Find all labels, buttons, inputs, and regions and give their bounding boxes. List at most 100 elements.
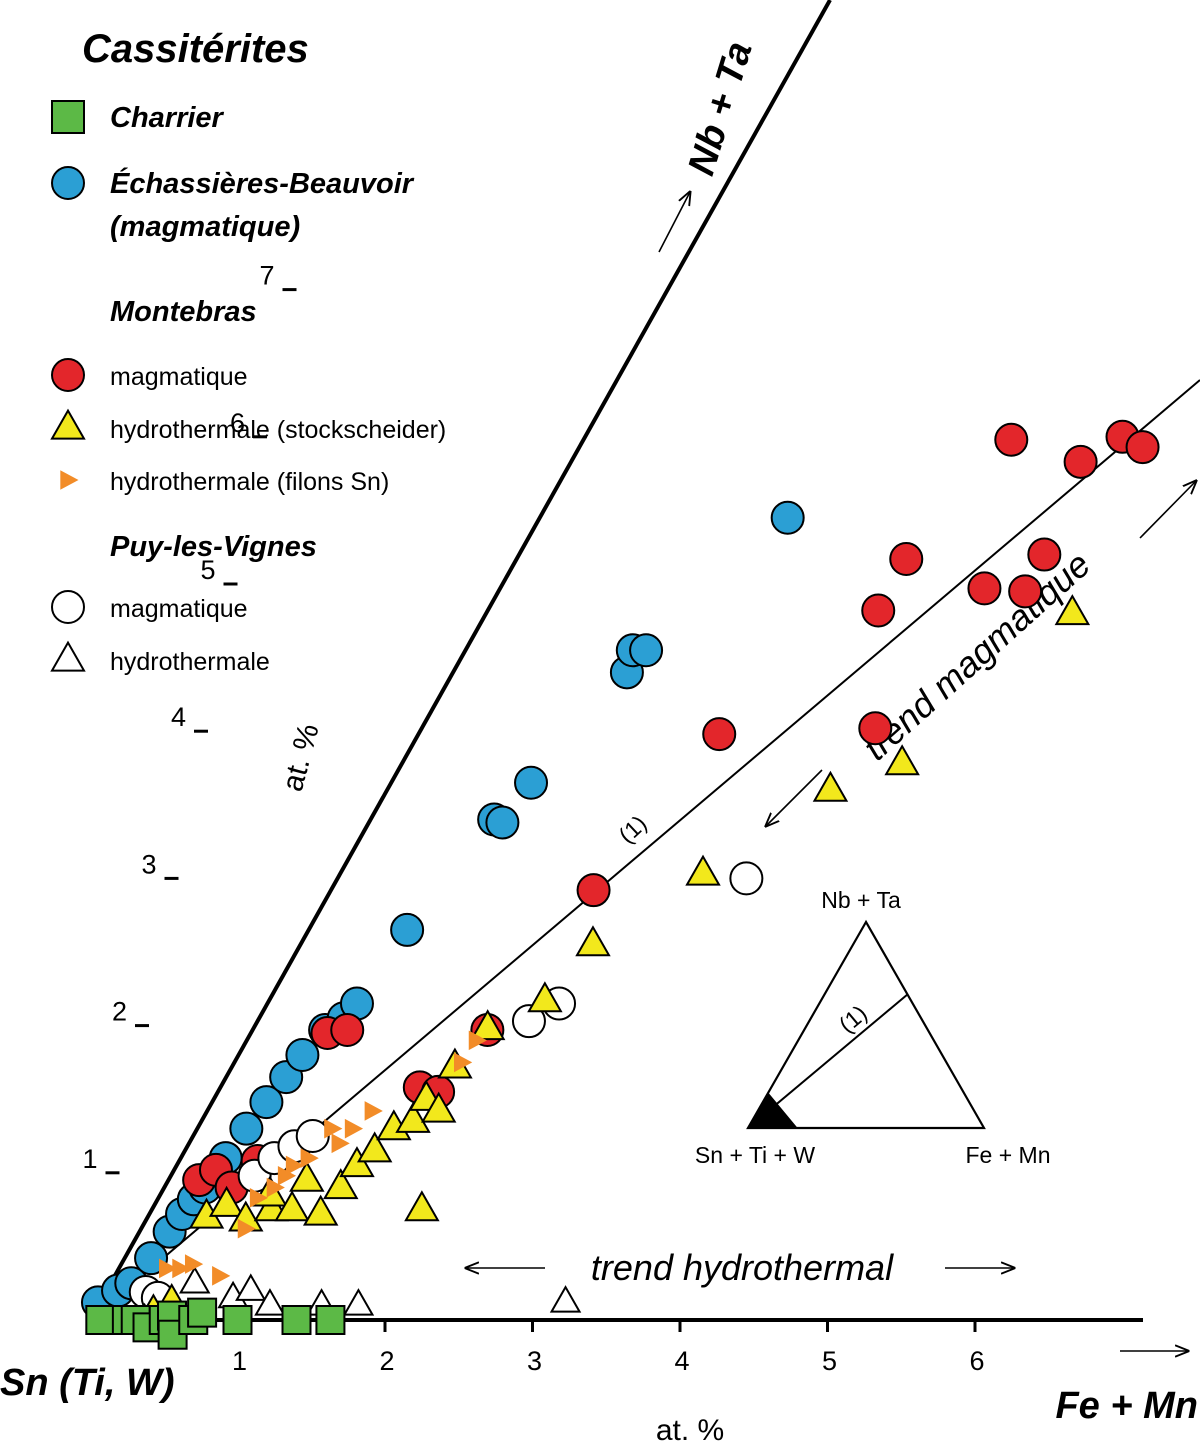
point-echassieres (485, 805, 520, 840)
point-montebras-stock (1054, 594, 1091, 626)
point-puy-mag (295, 1119, 330, 1153)
point-montebras-mag (576, 873, 611, 908)
y-direction-arrow (658, 192, 690, 253)
point-montebras-stock (274, 1190, 310, 1222)
point-montebras-stock (575, 925, 611, 957)
legend-title: Cassitérites (82, 27, 309, 71)
point-puy-hyd (342, 1288, 375, 1316)
point-montebras-filons (344, 1118, 364, 1139)
inset-triangle (746, 919, 986, 1130)
point-montebras-filons (468, 1030, 487, 1051)
y-axis-unit: at. % (276, 720, 326, 795)
x-tick-label: 3 (527, 1346, 542, 1376)
point-puy-hyd (549, 1285, 582, 1313)
point-puy-mag (729, 861, 764, 896)
point-echassieres (285, 1038, 320, 1073)
point-puy-hyd (254, 1288, 286, 1316)
legend-label-charrier: Charrier (110, 102, 225, 134)
point-montebras-filons (331, 1133, 350, 1154)
x-tick-label: 2 (379, 1346, 394, 1376)
point-charrier (281, 1305, 312, 1335)
point-echassieres (390, 912, 425, 947)
data-points-layer (80, 419, 1160, 1350)
legend-marker-montebras-filons (60, 470, 79, 490)
point-montebras-filons (266, 1177, 285, 1198)
legend-label-echassieres-sub: (magmatique) (110, 211, 300, 243)
inset-shaded-corner (747, 1092, 799, 1129)
point-montebras-filons (324, 1118, 343, 1139)
inset-trend-line (747, 993, 909, 1129)
legend-label-echassieres: Échassières-Beauvoir (110, 167, 415, 200)
point-montebras-filons (172, 1258, 191, 1279)
point-montebras-mag (330, 1013, 365, 1048)
legend-label-puy-mag: magmatique (110, 595, 248, 623)
point-echassieres (514, 765, 549, 800)
point-montebras-mag (994, 422, 1029, 457)
point-puy-hyd (179, 1265, 211, 1294)
point-montebras-mag (702, 717, 737, 752)
x-tick-label: 6 (969, 1346, 984, 1376)
point-montebras-stock (685, 854, 721, 886)
point-montebras-filons (300, 1148, 319, 1168)
legend: Cassitérites Charrier Échassières-Beauvoir… (50, 27, 446, 676)
legend-label-montebras-filons: hydrothermale (filons Sn) (110, 468, 389, 496)
point-charrier (187, 1297, 218, 1328)
x-axis-label: Fe + Mn (1055, 1385, 1198, 1427)
legend-group-header: Puy-les-Vignes (110, 531, 317, 563)
point-charrier (85, 1305, 116, 1335)
legend-label-montebras-stock: hydrothermale (stockscheider) (110, 416, 446, 444)
inset-top-label: Nb + Ta (821, 887, 901, 913)
point-charrier (315, 1305, 346, 1335)
point-montebras-filons (454, 1052, 473, 1073)
legend-marker-montebras-stock (50, 408, 86, 440)
y-axis-label: Nb + Ta (680, 37, 760, 180)
x-tick-label: 1 (232, 1346, 247, 1376)
point-montebras-mag (861, 593, 896, 628)
point-montebras-filons (237, 1218, 256, 1239)
y-axis-line (88, 0, 832, 1321)
point-montebras-filons (285, 1155, 305, 1176)
legend-marker-echassieres (51, 166, 85, 200)
point-montebras-filons (212, 1266, 231, 1286)
inset-left-label: Sn + Ti + W (695, 1142, 815, 1168)
legend-label-puy-hyd: hydrothermale (110, 648, 270, 676)
point-charrier (222, 1305, 253, 1335)
trend-line-1-label: (1) (613, 810, 651, 848)
magmatic-trend-arrow-down (766, 769, 823, 826)
point-echassieres (249, 1085, 284, 1120)
point-montebras-mag (1063, 444, 1098, 479)
point-echassieres (229, 1111, 264, 1146)
legend-group-header: Montebras (110, 296, 257, 328)
point-echassieres (629, 633, 664, 668)
point-montebras-mag (889, 541, 924, 576)
y-tick-label: 7 (259, 261, 274, 291)
hydrothermal-trend-label: trend hydrothermal (591, 1247, 894, 1288)
point-echassieres (770, 500, 805, 535)
point-montebras-stock (323, 1168, 359, 1200)
inset-right-label: Fe + Mn (965, 1142, 1050, 1168)
point-montebras-filons (277, 1165, 297, 1186)
point-montebras-stock (208, 1185, 245, 1217)
point-montebras-mag (967, 571, 1002, 606)
point-montebras-stock (812, 770, 849, 802)
legend-label-montebras-mag: magmatique (110, 363, 248, 391)
point-montebras-stock (356, 1131, 393, 1163)
point-montebras-mag (1027, 537, 1062, 572)
y-tick-label: 6 (230, 408, 245, 438)
point-montebras-filons (364, 1101, 383, 1121)
point-montebras-stock (404, 1190, 440, 1222)
point-montebras-stock (469, 1009, 506, 1041)
y-tick-label: 3 (141, 849, 156, 879)
point-puy-mag (511, 1004, 546, 1039)
point-montebras-mag (858, 711, 893, 746)
legend-marker-puy-hyd (50, 640, 86, 672)
point-montebras-stock (395, 1101, 431, 1133)
x-tick-label: 4 (674, 1346, 689, 1376)
point-montebras-stock (420, 1091, 457, 1123)
legend-marker-montebras-mag (51, 358, 85, 392)
point-montebras-mag (1008, 574, 1043, 609)
y-tick-label: 4 (171, 702, 186, 732)
point-montebras-filons (159, 1258, 178, 1279)
